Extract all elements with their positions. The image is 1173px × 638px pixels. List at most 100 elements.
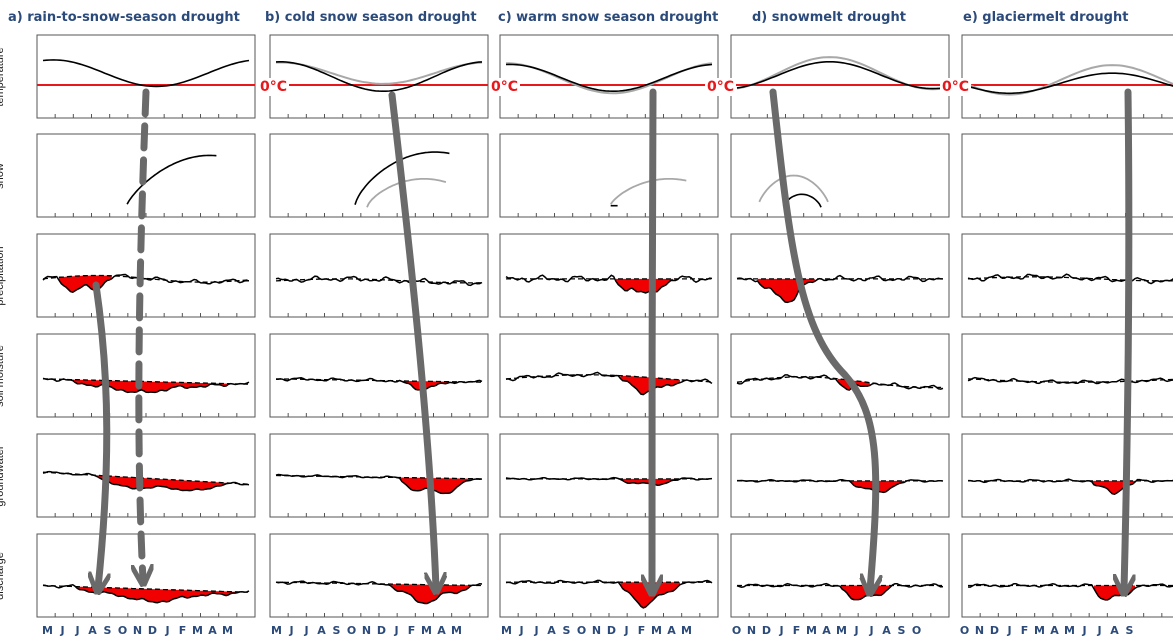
month-label: M [271, 624, 282, 637]
month-label: M [192, 624, 203, 637]
observed-line [736, 274, 943, 304]
panel-frame [36, 233, 256, 318]
panel-groundwater-col-2 [269, 433, 489, 518]
month-label: A [822, 624, 831, 637]
snow-reference-line [366, 177, 447, 208]
month-label: A [547, 624, 556, 637]
panel-frame [961, 433, 1173, 518]
panel-precipitation-col-3 [499, 233, 719, 318]
column-title: a) rain-to-snow-season drought [8, 10, 240, 25]
panel-snow-col-2 [269, 133, 489, 218]
panel-frame [36, 333, 256, 418]
month-label: M [1034, 624, 1045, 637]
month-label: A [667, 624, 676, 637]
month-label: O [576, 624, 587, 637]
column-title: b) cold snow season drought [265, 10, 477, 25]
temperature-line [505, 63, 713, 92]
observed-line [505, 476, 713, 486]
month-label: J [1082, 624, 1087, 637]
temperature-reference-line [275, 61, 483, 85]
panel-groundwater-col-3 [499, 433, 719, 518]
month-label: F [178, 624, 187, 637]
observed-line [967, 376, 1173, 385]
temperature-reference-line [967, 64, 1173, 96]
panel-discharge-col-3 [499, 533, 719, 618]
snow-line [126, 154, 217, 205]
propagation-arrow [769, 88, 876, 590]
panel-temperature-col-4 [730, 34, 950, 119]
month-label: S [562, 624, 571, 637]
panel-frame [499, 133, 719, 218]
freezing-label: 0°C [705, 78, 737, 96]
month-label: M [42, 624, 53, 637]
month-label: M [451, 624, 462, 637]
month-label: F [407, 624, 416, 637]
row-label: precipitation [0, 245, 6, 306]
panel-groundwater-col-4 [730, 433, 950, 518]
month-label: J [534, 624, 539, 637]
month-label: F [1020, 624, 1029, 637]
month-label: A [317, 624, 326, 637]
threshold-line [736, 376, 944, 389]
panel-snow-col-5 [961, 133, 1173, 218]
month-label: O [346, 624, 357, 637]
panel-frame [499, 34, 719, 119]
observed-line [275, 580, 483, 605]
observed-line [736, 582, 944, 601]
month-label: M [1064, 624, 1075, 637]
month-label: O [117, 624, 128, 637]
temperature-line [967, 72, 1173, 95]
month-label: O [731, 624, 742, 637]
propagation-arrow [388, 91, 436, 588]
deficit-area [399, 477, 471, 494]
snow-line [782, 193, 822, 208]
panel-frame [961, 333, 1173, 418]
observed-line [505, 579, 713, 609]
month-label: N [361, 624, 372, 637]
column-title: c) warm snow season drought [498, 10, 719, 25]
panel-snow-col-4 [730, 133, 950, 218]
temperature-line [736, 60, 944, 90]
panel-soil-moisture-col-1 [36, 333, 256, 418]
month-label: O [911, 624, 922, 637]
month-label: A [1050, 624, 1059, 637]
propagation-arrow-dashed [139, 88, 146, 580]
month-label: F [792, 624, 801, 637]
row-label: snow [0, 162, 6, 189]
month-label: D [606, 624, 617, 637]
month-label: J [1007, 624, 1012, 637]
month-label: S [103, 624, 112, 637]
panel-frame [269, 333, 489, 418]
panel-temperature-col-5 [961, 34, 1173, 119]
month-label: D [761, 624, 772, 637]
row-label: soil moisture [0, 344, 6, 407]
month-label: M [836, 624, 847, 637]
observed-line [42, 470, 250, 492]
panel-frame [730, 333, 950, 418]
panel-frame [36, 433, 256, 518]
panel-frame [730, 533, 950, 618]
panel-frame [269, 533, 489, 618]
panel-soil-moisture-col-4 [730, 333, 950, 418]
month-label: A [1110, 624, 1119, 637]
month-label: A [437, 624, 446, 637]
month-label: M [806, 624, 817, 637]
month-label: N [132, 624, 143, 637]
panel-precipitation-col-1 [36, 233, 256, 318]
month-label: J [289, 624, 294, 637]
month-label: J [60, 624, 65, 637]
observed-line [505, 274, 713, 294]
month-label: J [854, 624, 859, 637]
threshold-line [43, 378, 250, 385]
month-label: D [989, 624, 1000, 637]
snow-reference-line [609, 177, 687, 205]
month-label: M [421, 624, 432, 637]
month-label: S [1125, 624, 1134, 637]
panel-frame [961, 133, 1173, 218]
column-titles: a) rain-to-snow-season drought b) cold sn… [0, 0, 1173, 34]
month-label: A [88, 624, 97, 637]
temperature-line [275, 60, 483, 92]
panel-discharge-col-2 [269, 533, 489, 618]
